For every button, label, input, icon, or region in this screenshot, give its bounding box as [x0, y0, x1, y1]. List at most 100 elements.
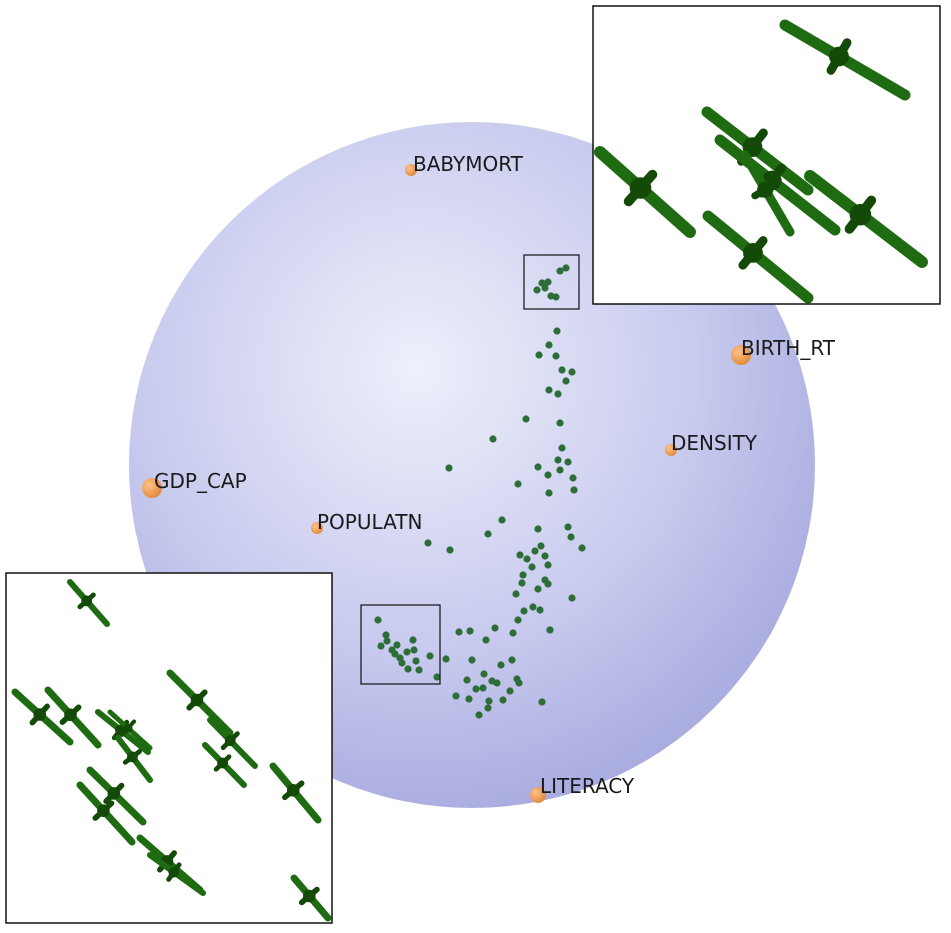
observation-point[interactable] [466, 627, 474, 635]
observation-point[interactable] [552, 352, 560, 360]
variable-point-birth-rt[interactable] [731, 345, 751, 365]
observation-point[interactable] [514, 480, 522, 488]
observation-point[interactable] [567, 533, 575, 541]
selection-box-upper[interactable] [523, 254, 580, 310]
observation-point[interactable] [556, 466, 564, 474]
observation-point[interactable] [564, 523, 572, 531]
observation-point[interactable] [377, 642, 385, 650]
observation-point[interactable] [497, 661, 505, 669]
observation-point[interactable] [484, 530, 492, 538]
observation-point[interactable] [568, 594, 576, 602]
observation-point[interactable] [535, 351, 543, 359]
observation-point[interactable] [578, 544, 586, 552]
observation-point[interactable] [553, 327, 561, 335]
observation-point[interactable] [508, 656, 516, 664]
observation-point[interactable] [519, 571, 527, 579]
observation-point[interactable] [558, 444, 566, 452]
observation-point[interactable] [520, 607, 528, 615]
observation-point[interactable] [545, 386, 553, 394]
observation-point[interactable] [552, 293, 560, 301]
observation-point[interactable] [455, 628, 463, 636]
observation-point[interactable] [506, 687, 514, 695]
observation-point[interactable] [393, 641, 401, 649]
observation-point[interactable] [446, 546, 454, 554]
observation-point[interactable] [534, 463, 542, 471]
observation-point[interactable] [536, 606, 544, 614]
observation-point[interactable] [493, 679, 501, 687]
observation-point[interactable] [498, 516, 506, 524]
observation-point[interactable] [528, 563, 536, 571]
observation-point[interactable] [489, 435, 497, 443]
observation-point[interactable] [568, 368, 576, 376]
observation-point[interactable] [556, 419, 564, 427]
observation-point[interactable] [433, 673, 441, 681]
observation-point[interactable] [410, 646, 418, 654]
observation-point[interactable] [544, 278, 552, 286]
observation-point[interactable] [382, 631, 390, 639]
observation-point[interactable] [569, 474, 577, 482]
variable-point-gdp-cap[interactable] [142, 478, 162, 498]
observation-point[interactable] [523, 555, 531, 563]
observation-point[interactable] [468, 656, 476, 664]
observation-point[interactable] [570, 486, 578, 494]
observation-point[interactable] [533, 286, 541, 294]
observation-point[interactable] [491, 624, 499, 632]
observation-point[interactable] [484, 704, 492, 712]
observation-point[interactable] [472, 685, 480, 693]
observation-point[interactable] [465, 695, 473, 703]
observation-point[interactable] [403, 648, 411, 656]
selection-box-lower[interactable] [360, 604, 441, 685]
observation-point[interactable] [383, 637, 391, 645]
observation-point[interactable] [544, 580, 552, 588]
observation-point[interactable] [475, 711, 483, 719]
observation-point[interactable] [480, 670, 488, 678]
observation-point[interactable] [509, 629, 517, 637]
observation-point[interactable] [538, 279, 546, 287]
observation-point[interactable] [541, 552, 549, 560]
observation-point[interactable] [409, 636, 417, 644]
observation-point[interactable] [479, 684, 487, 692]
observation-point[interactable] [531, 547, 539, 555]
observation-point[interactable] [534, 525, 542, 533]
observation-point[interactable] [426, 652, 434, 660]
observation-point[interactable] [452, 692, 460, 700]
observation-point[interactable] [398, 659, 406, 667]
observation-point[interactable] [556, 267, 564, 275]
observation-point[interactable] [545, 341, 553, 349]
observation-point[interactable] [529, 603, 537, 611]
observation-point[interactable] [463, 676, 471, 684]
variable-point-literacy[interactable] [530, 787, 546, 803]
observation-point[interactable] [514, 616, 522, 624]
observation-point[interactable] [424, 539, 432, 547]
observation-point[interactable] [558, 366, 566, 374]
observation-point[interactable] [415, 666, 423, 674]
variable-point-babymort[interactable] [405, 164, 417, 176]
observation-point[interactable] [545, 489, 553, 497]
observation-point[interactable] [544, 561, 552, 569]
observation-point[interactable] [538, 698, 546, 706]
observation-point[interactable] [485, 697, 493, 705]
observation-point[interactable] [404, 665, 412, 673]
observation-point[interactable] [374, 616, 382, 624]
variable-point-populatn[interactable] [311, 522, 323, 534]
observation-point[interactable] [512, 590, 520, 598]
observation-point[interactable] [482, 636, 490, 644]
observation-point[interactable] [515, 679, 523, 687]
observation-point[interactable] [412, 657, 420, 665]
observation-point[interactable] [445, 464, 453, 472]
observation-point[interactable] [544, 471, 552, 479]
observation-point[interactable] [562, 264, 570, 272]
observation-point[interactable] [518, 579, 526, 587]
observation-point[interactable] [442, 655, 450, 663]
observation-point[interactable] [516, 551, 524, 559]
observation-point[interactable] [391, 650, 399, 658]
observation-point[interactable] [499, 696, 507, 704]
observation-point[interactable] [522, 415, 530, 423]
observation-point[interactable] [564, 458, 572, 466]
observation-point[interactable] [554, 456, 562, 464]
observation-point[interactable] [554, 390, 562, 398]
variable-point-density[interactable] [665, 444, 677, 456]
observation-point[interactable] [546, 626, 554, 634]
observation-point[interactable] [534, 585, 542, 593]
observation-point[interactable] [537, 542, 545, 550]
